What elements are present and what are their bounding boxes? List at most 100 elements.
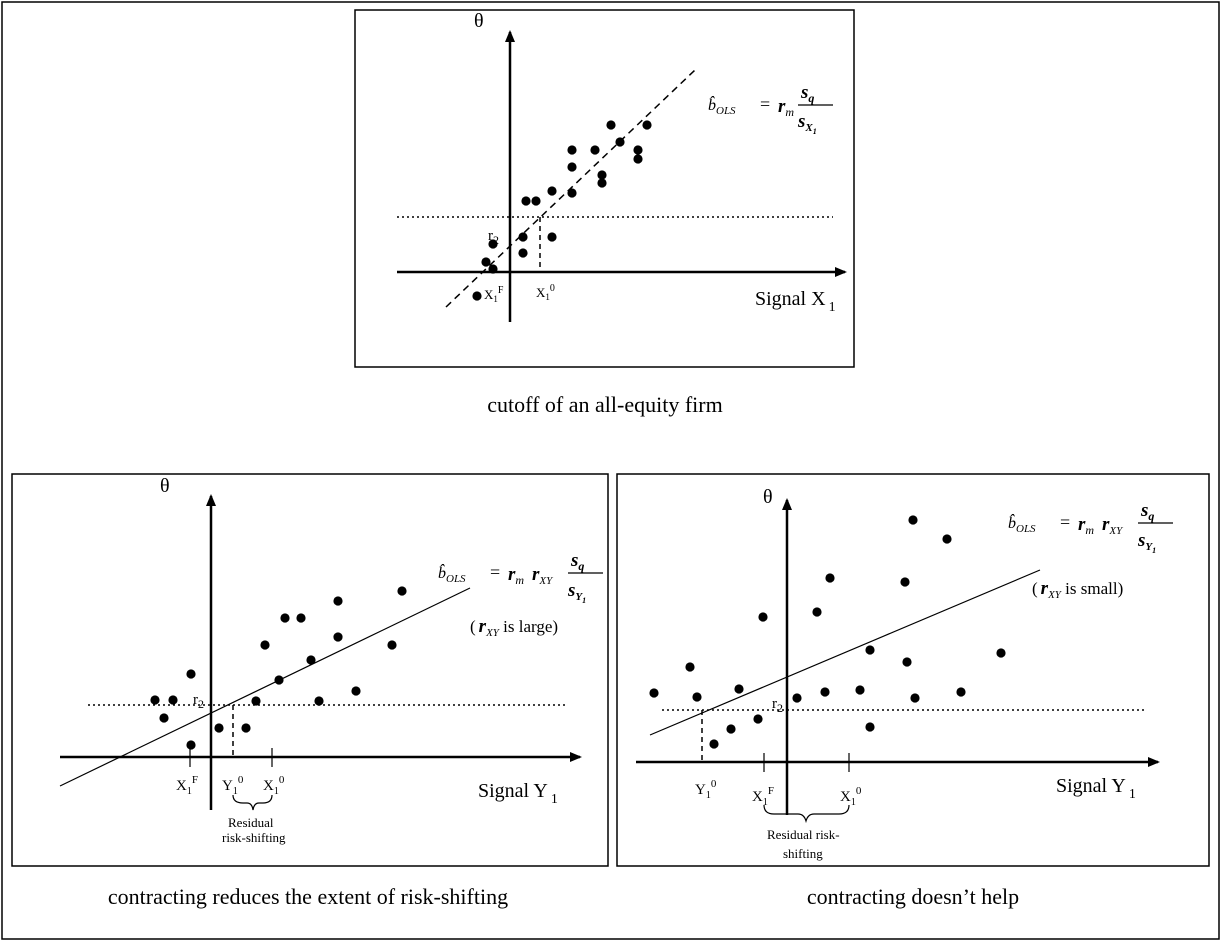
scatter-dot: [521, 196, 531, 206]
scatter-dot: [865, 645, 875, 655]
right-brace-label-2: shifting: [783, 846, 823, 861]
scatter-dot: [333, 596, 343, 606]
right-scatter: [649, 515, 1006, 749]
scatter-dot: [855, 685, 865, 695]
svg-text:rXY: rXY: [532, 564, 554, 587]
scatter-dot: [531, 196, 541, 206]
scatter-dot: [649, 688, 659, 698]
svg-text:sY1: sY1: [1137, 530, 1156, 555]
svg-text:b̂OLS: b̂OLS: [708, 95, 736, 117]
left-scatter: [150, 586, 407, 750]
scatter-dot: [753, 714, 763, 724]
scatter-dot: [865, 722, 875, 732]
scatter-dot: [241, 723, 251, 733]
scatter-dot: [956, 687, 966, 697]
scatter-dot: [314, 696, 324, 706]
svg-text:rm: rm: [778, 96, 794, 119]
svg-text:sq: sq: [1140, 500, 1154, 523]
scatter-dot: [306, 655, 316, 665]
scatter-dot: [472, 291, 482, 301]
svg-text:sq: sq: [570, 550, 584, 573]
scatter-dot: [567, 145, 577, 155]
top-tick-xf: X1F: [484, 285, 504, 304]
scatter-dot: [590, 145, 600, 155]
left-brace-label-1: Residual: [228, 815, 274, 830]
svg-text:sX1: sX1: [797, 111, 817, 136]
scatter-dot: [792, 693, 802, 703]
scatter-dot: [633, 154, 643, 164]
left-ols-line: [59, 587, 471, 787]
scatter-dot: [387, 640, 397, 650]
scatter-dot: [820, 687, 830, 697]
right-panel-frame: [616, 473, 1210, 867]
left-theta-label: θ: [160, 475, 170, 497]
scatter-dot: [812, 607, 822, 617]
top-tick-x0: X10: [536, 283, 555, 302]
scatter-dot: [547, 232, 557, 242]
top-caption: cutoff of an all-equity firm: [487, 392, 722, 417]
top-scatter: [472, 120, 652, 301]
svg-text:=: =: [490, 562, 500, 582]
scatter-dot: [633, 145, 643, 155]
scatter-dot: [615, 137, 625, 147]
svg-text:b̂OLS: b̂OLS: [1008, 513, 1036, 535]
svg-text:sq: sq: [800, 82, 814, 105]
scatter-dot: [709, 739, 719, 749]
scatter-dot: [488, 239, 498, 249]
right-brace-label-1: Residual risk-: [767, 827, 840, 842]
left-caption: contracting reduces the extent of risk-s…: [108, 884, 508, 909]
scatter-dot: [567, 162, 577, 172]
scatter-dot: [734, 684, 744, 694]
right-caption: contracting doesn’t help: [807, 884, 1019, 909]
top-panel-frame: [354, 9, 855, 368]
svg-text:b̂OLS: b̂OLS: [438, 563, 466, 585]
top-formula: b̂OLS = rm sq sX1: [708, 82, 833, 136]
right-tick-x0: X10: [840, 785, 862, 808]
svg-text:=: =: [1060, 512, 1070, 532]
scatter-dot: [186, 669, 196, 679]
scatter-dot: [333, 632, 343, 642]
scatter-dot: [214, 723, 224, 733]
scatter-dot: [825, 573, 835, 583]
scatter-dot: [397, 586, 407, 596]
right-tick-xf: X1F: [752, 785, 774, 808]
scatter-dot: [902, 657, 912, 667]
scatter-dot: [758, 612, 768, 622]
svg-text:rXY: rXY: [1102, 514, 1124, 537]
right-tick-y0: Y10: [695, 778, 717, 801]
scatter-dot: [606, 120, 616, 130]
top-theta-label: θ: [474, 10, 484, 32]
left-panel-frame: [11, 473, 609, 867]
right-cutoff-label: r2: [772, 696, 783, 715]
scatter-dot: [481, 257, 491, 267]
scatter-dot: [900, 577, 910, 587]
scatter-dot: [280, 613, 290, 623]
svg-text:=: =: [760, 94, 770, 114]
scatter-dot: [351, 686, 361, 696]
scatter-dot: [597, 178, 607, 188]
scatter-dot: [488, 264, 498, 274]
svg-text:rm: rm: [508, 564, 524, 587]
right-brace: [763, 804, 850, 824]
right-ols-line: [649, 569, 1041, 736]
scatter-dot: [910, 693, 920, 703]
scatter-dot: [685, 662, 695, 672]
left-formula: b̂OLS = rm rXY sq sY1: [438, 550, 603, 605]
scatter-dot: [296, 613, 306, 623]
scatter-dot: [168, 695, 178, 705]
top-ols-line: [445, 69, 696, 308]
scatter-dot: [547, 186, 557, 196]
left-brace: [232, 794, 273, 811]
scatter-dot: [159, 713, 169, 723]
right-formula: b̂OLS = rm rXY sq sY1: [1008, 500, 1173, 555]
scatter-dot: [908, 515, 918, 525]
scatter-dot: [942, 534, 952, 544]
scatter-dot: [692, 692, 702, 702]
